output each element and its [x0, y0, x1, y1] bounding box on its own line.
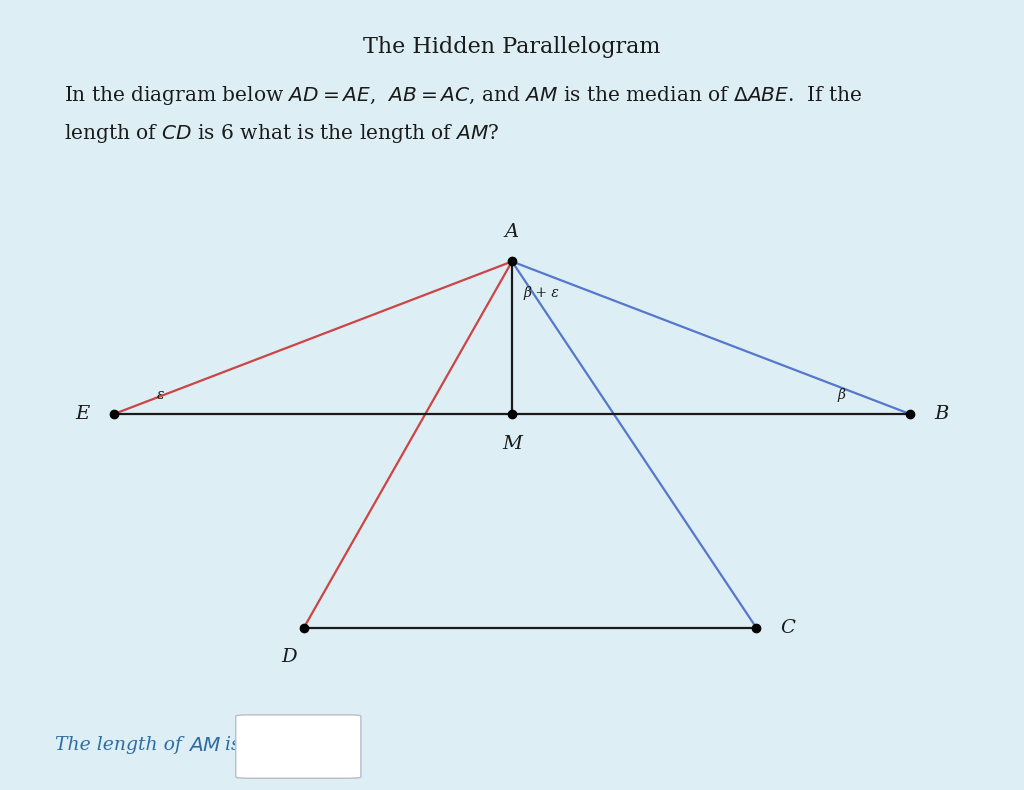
FancyBboxPatch shape — [236, 715, 360, 778]
Text: C: C — [780, 619, 796, 637]
Text: A: A — [505, 223, 519, 241]
Text: B: B — [934, 405, 948, 423]
Text: $AM$: $AM$ — [187, 735, 221, 754]
Text: The length of: The length of — [55, 735, 187, 754]
Text: β: β — [838, 388, 846, 401]
Text: β + ε: β + ε — [523, 285, 559, 299]
Text: D: D — [282, 649, 297, 666]
Text: is: is — [219, 735, 241, 754]
Text: ε: ε — [158, 388, 165, 401]
Text: The Hidden Parallelogram: The Hidden Parallelogram — [364, 36, 660, 58]
Text: In the diagram below $AD = AE$,  $AB = AC$, and $AM$ is the median of $\Delta AB: In the diagram below $AD = AE$, $AB = AC… — [65, 84, 863, 107]
Text: M: M — [502, 435, 522, 453]
Text: length of $CD$ is 6 what is the length of $AM$?: length of $CD$ is 6 what is the length o… — [65, 122, 500, 145]
Text: E: E — [76, 405, 90, 423]
